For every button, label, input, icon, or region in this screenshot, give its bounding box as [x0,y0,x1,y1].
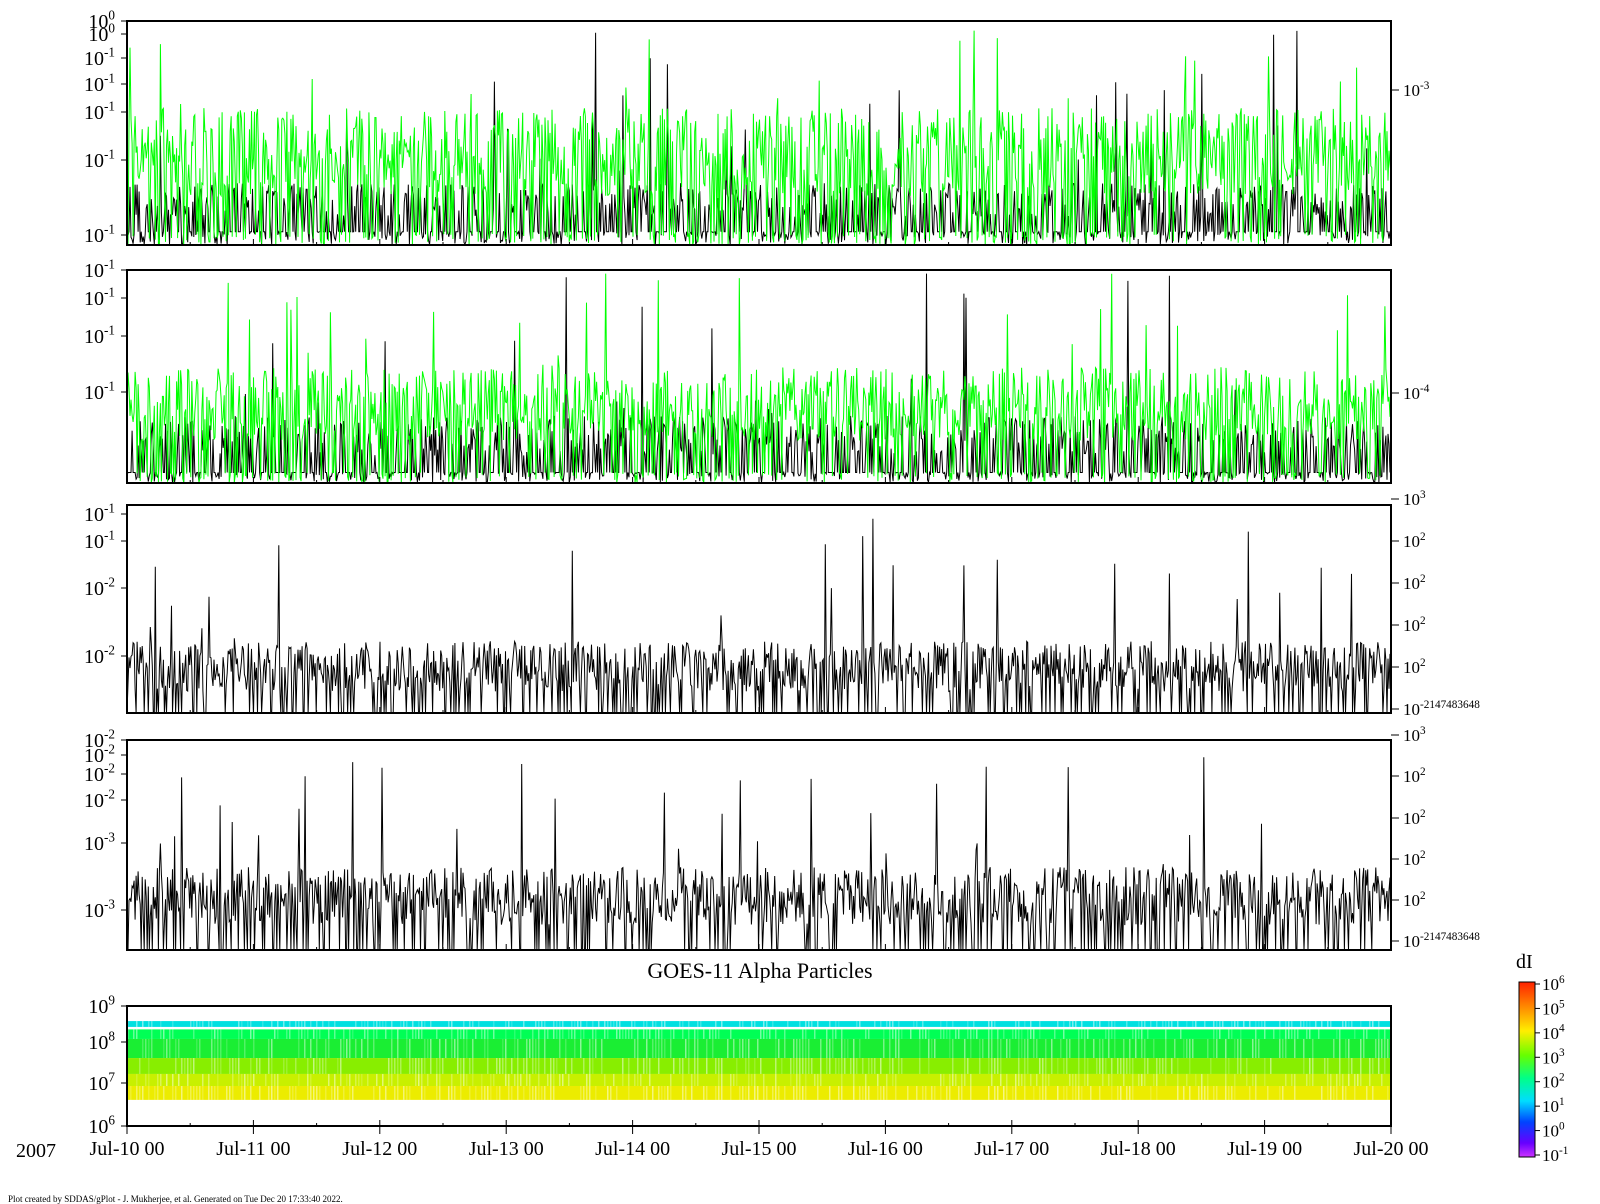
panel-3-right-tick-label: 102 [1403,615,1426,635]
panel-4-right-tick-label: 103 [1403,725,1426,745]
panel-4-left-tick-label: 10-3 [84,830,115,855]
panel-1-left-tick-label: 10-1 [84,222,115,247]
panel-1-left-tick-label: 10-1 [84,147,115,172]
heatmap-band-4 [127,1058,1391,1074]
panel-1-left-tick-label: 100 [88,21,115,46]
panel-1-left-tick-label: 100 [88,8,115,33]
panel-2-left-tick-label: 10-1 [84,285,115,310]
panel-4-right-tick-label: 102 [1403,849,1426,869]
panel-1-right-tick-label: 10-3 [1403,80,1430,100]
colorbar-tick-label: 102 [1542,1072,1565,1092]
x-axis-tick-label: Jul-20 00 [1354,1138,1429,1160]
heatmap-band-5 [127,1073,1391,1086]
panel-2-series-1-line [126,273,1392,484]
footer-credit: Plot created by SDDAS/gPlot - J. Mukherj… [8,1194,343,1204]
panel-3-right-tick-label: 103 [1403,489,1426,509]
panel-4-left-tick-label: 10-2 [84,761,115,786]
panel-3-series-1-line [126,518,1392,714]
heatmap-band-6-texture [130,1086,1392,1100]
panel-3-left-tick-label: 10-2 [84,643,115,668]
panel-2-left-tick-label: 10-1 [84,323,115,348]
panel-3-left-tick-label: 10-2 [84,575,115,600]
panel-2-left-tick-label: 10-1 [84,257,115,282]
heatmap-band-1 [127,1021,1391,1027]
panel-4-right-tick-label: 102 [1403,890,1426,910]
x-axis-tick-label: Jul-16 00 [848,1138,923,1160]
x-axis-tick-label: Jul-17 00 [974,1138,1049,1160]
colorbar-tick-label: 106 [1542,974,1565,994]
panel-4-right-tick-label: 10-2147483648 [1403,931,1480,951]
panel-3-left-tick-label: 10-1 [84,501,115,526]
x-axis-tick-label: Jul-13 00 [469,1138,544,1160]
panel-4-right-tick-label: 102 [1403,766,1426,786]
heatmap-y-tick-label: 109 [88,993,115,1018]
heatmap-band-3-texture [142,1038,1392,1059]
x-axis-tick-label: Jul-12 00 [342,1138,417,1160]
heatmap-band-6 [127,1086,1391,1100]
colorbar-tick-label: 101 [1542,1096,1565,1116]
panel-1-left-tick-label: 10-1 [84,71,115,96]
x-axis-tick-label: Jul-14 00 [595,1138,670,1160]
panel-3-right-tick-label: 102 [1403,657,1426,677]
panel-1-left-tick-label: 10-1 [84,45,115,70]
heatmap-band-1-texture [127,1021,1380,1027]
colorbar-label: dI [1516,951,1533,973]
colorbar-tick-label: 103 [1542,1047,1565,1067]
panel-2-right-tick-label: 10-4 [1403,383,1430,403]
panel-4-left-tick-label: 10-2 [84,742,115,767]
panel-1-series-2-line [126,30,1392,246]
panel-3-right-tick-label: 102 [1403,573,1426,593]
panel-3-right-tick-label: 102 [1403,531,1426,551]
x-axis-tick-label: Jul-18 00 [1101,1138,1176,1160]
colorbar [1518,981,1536,1158]
heatmap-y-tick-label: 108 [88,1029,115,1054]
panel-4-left-tick-label: 10-2 [84,727,115,752]
panel-2-background [127,270,1391,483]
panel-2-left-tick-label: 10-1 [84,379,115,404]
panel-3-right-tick-label: 10-2147483648 [1403,699,1480,719]
x-axis-tick-label: Jul-11 00 [216,1138,290,1160]
panel-4-left-tick-label: 10-3 [84,897,115,922]
x-axis-tick-label: Jul-15 00 [722,1138,797,1160]
heatmap-y-tick-label: 106 [88,1113,115,1138]
panel-1-left-tick-label: 10-1 [84,99,115,124]
colorbar-tick-label: 104 [1542,1023,1565,1043]
colorbar-tick-label: 100 [1542,1120,1565,1140]
panel-3-left-tick-label: 10-1 [84,528,115,553]
heatmap-band-4-texture [139,1058,1392,1074]
heatmap-band-2 [127,1029,1391,1039]
panel-4-left-tick-label: 10-2 [84,787,115,812]
x-axis-tick-label: Jul-10 00 [90,1138,165,1160]
colorbar-tick-label: 105 [1542,998,1565,1018]
x-axis-tick-label: Jul-19 00 [1227,1138,1302,1160]
panel-4-right-tick-label: 102 [1403,808,1426,828]
colorbar-tick-label: 10-1 [1542,1145,1568,1165]
heatmap-band-5-texture [136,1073,1392,1086]
panel-1-series-1-line [126,30,1391,246]
heatmap-band-3 [127,1038,1391,1059]
panel-2-series-2-line [126,273,1392,485]
heatmap-title: GOES-11 Alpha Particles [647,958,872,983]
x-axis-year: 2007 [16,1140,56,1162]
heatmap-y-tick-label: 107 [88,1070,115,1095]
